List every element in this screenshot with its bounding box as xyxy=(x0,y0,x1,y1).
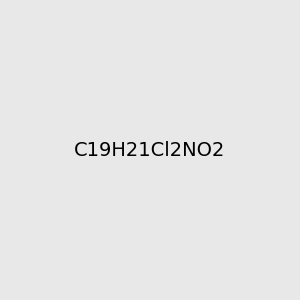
Text: C19H21Cl2NO2: C19H21Cl2NO2 xyxy=(74,140,226,160)
